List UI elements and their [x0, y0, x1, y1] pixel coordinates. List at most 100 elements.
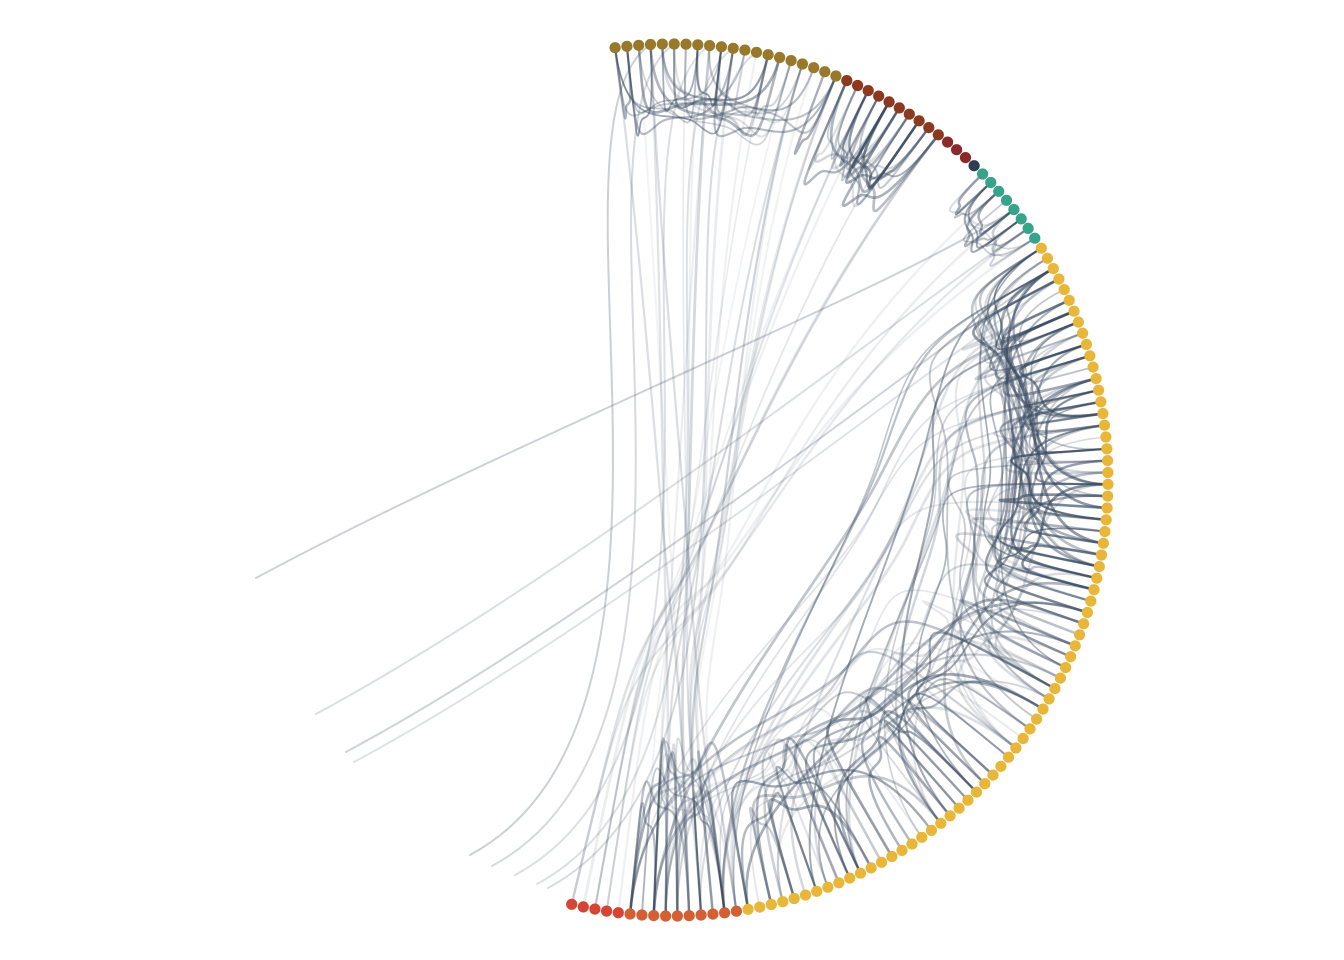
- olive-internal-edge: [661, 42, 735, 118]
- node-yellow: [1085, 595, 1097, 607]
- yellow-upper-internal-edge: [999, 377, 1098, 658]
- outgoing-left-edge: [536, 47, 735, 885]
- node-teal: [1008, 203, 1020, 216]
- brown-internal-edge: [837, 84, 890, 170]
- orange-internal-edge: [628, 751, 679, 918]
- olive-to-orange-edge: [682, 43, 702, 916]
- orange-to-yellow-edge: [699, 412, 1104, 916]
- orange-internal-edge: [675, 789, 726, 918]
- node-brown: [852, 79, 864, 92]
- node-olive: [633, 39, 645, 51]
- node-yellow: [970, 786, 983, 798]
- teal-internal-edge: [985, 218, 1029, 248]
- node-yellow: [811, 885, 823, 897]
- node-yellow: [1088, 584, 1100, 596]
- yellow-lower-internal-edge: [915, 483, 1109, 793]
- node-brown: [841, 75, 853, 87]
- node-yellow: [1053, 273, 1065, 285]
- node-yellow: [935, 817, 947, 829]
- yellow-upper-internal-edge: [1006, 277, 1109, 464]
- orange-internal-edge: [628, 758, 715, 916]
- orange-to-yellow-edge: [676, 354, 1091, 917]
- node-olive: [656, 38, 668, 50]
- orange-to-yellow-edge: [629, 691, 969, 915]
- node-orange: [624, 908, 636, 920]
- orange-internal-edge: [697, 750, 726, 916]
- node-yellow: [1069, 640, 1081, 652]
- node-olive: [621, 40, 633, 52]
- olive-internal-edge: [673, 42, 793, 138]
- orange-internal-edge: [640, 784, 726, 917]
- node-olive: [774, 51, 786, 64]
- node-olive: [750, 46, 763, 58]
- node-yellow: [1081, 606, 1093, 619]
- outgoing-left-edge: [345, 267, 1055, 753]
- teal-internal-edge: [977, 190, 1016, 236]
- yellow-upper-internal-edge: [1014, 565, 1099, 591]
- olive-to-orange-edge: [652, 53, 769, 917]
- node-red: [601, 905, 613, 917]
- teal-internal-edge: [973, 208, 1023, 243]
- node-teal: [1022, 222, 1034, 234]
- node-dark-slate: [968, 160, 980, 172]
- node-yellow: [1099, 526, 1111, 538]
- node-yellow: [1097, 407, 1109, 420]
- node-orange: [683, 910, 695, 922]
- olive-internal-edge: [673, 42, 770, 109]
- node-yellow: [1102, 478, 1114, 490]
- node-yellow: [1054, 672, 1066, 684]
- teal-internal-edge: [953, 181, 1000, 219]
- yellow-lower-internal-edge: [891, 637, 1062, 759]
- olive-to-orange-edge: [605, 208, 1015, 913]
- olive-to-orange-edge: [693, 51, 758, 916]
- orange-internal-edge: [652, 771, 667, 917]
- node-yellow: [1049, 683, 1061, 695]
- node-yellow: [765, 898, 777, 911]
- node-yellow: [906, 838, 918, 850]
- yellow-lower-internal-edge: [770, 680, 1051, 900]
- brown-internal-edge: [826, 79, 870, 160]
- yellow-upper-internal-edge: [1001, 267, 1075, 339]
- yellow-lower-internal-edge: [952, 310, 1076, 750]
- yellow-lower-internal-edge: [817, 678, 1031, 889]
- outgoing-left-edge: [255, 208, 1015, 579]
- olive-to-orange-edge: [570, 227, 1030, 906]
- node-yellow: [1097, 537, 1109, 549]
- node-orange: [636, 909, 648, 921]
- node-olive: [785, 55, 797, 67]
- node-layer: [566, 38, 1114, 922]
- node-teal: [1029, 232, 1041, 244]
- orange-to-yellow-edge: [721, 642, 1044, 914]
- yellow-upper-internal-edge: [1013, 389, 1101, 568]
- yellow-lower-internal-edge: [859, 607, 1085, 825]
- olive-internal-edge: [714, 45, 804, 121]
- orange-to-yellow-edge: [699, 707, 923, 916]
- orange-to-yellow-edge: [721, 267, 1055, 914]
- olive-to-orange-edge: [649, 43, 669, 918]
- orange-internal-edge: [652, 743, 679, 918]
- olive-internal-edge: [614, 46, 735, 135]
- outgoing-left-edge: [547, 51, 758, 889]
- node-yellow: [1102, 455, 1114, 467]
- yellow-upper-internal-edge: [1017, 354, 1095, 388]
- node-yellow: [844, 872, 856, 884]
- node-brown: [923, 122, 935, 134]
- yellow-lower-internal-edge: [761, 653, 1062, 900]
- olive-to-orange-edge: [593, 95, 880, 911]
- node-yellow: [1095, 396, 1107, 408]
- yellow-lower-internal-edge: [808, 267, 1055, 893]
- node-olive: [819, 66, 831, 78]
- yellow-lower-internal-edge: [826, 673, 1045, 858]
- olive-to-orange-edge: [613, 46, 691, 917]
- outgoing-left-edge: [491, 43, 676, 867]
- node-yellow: [1084, 350, 1096, 362]
- olive-to-orange-edge: [691, 66, 815, 917]
- olive-to-orange-edge: [593, 236, 1037, 911]
- yellow-lower-internal-edge: [956, 629, 1062, 750]
- brown-internal-edge: [803, 79, 891, 186]
- orange-internal-edge: [652, 737, 691, 917]
- olive-internal-edge: [626, 45, 723, 114]
- olive-internal-edge: [713, 45, 837, 138]
- yellow-lower-internal-edge: [813, 563, 1096, 889]
